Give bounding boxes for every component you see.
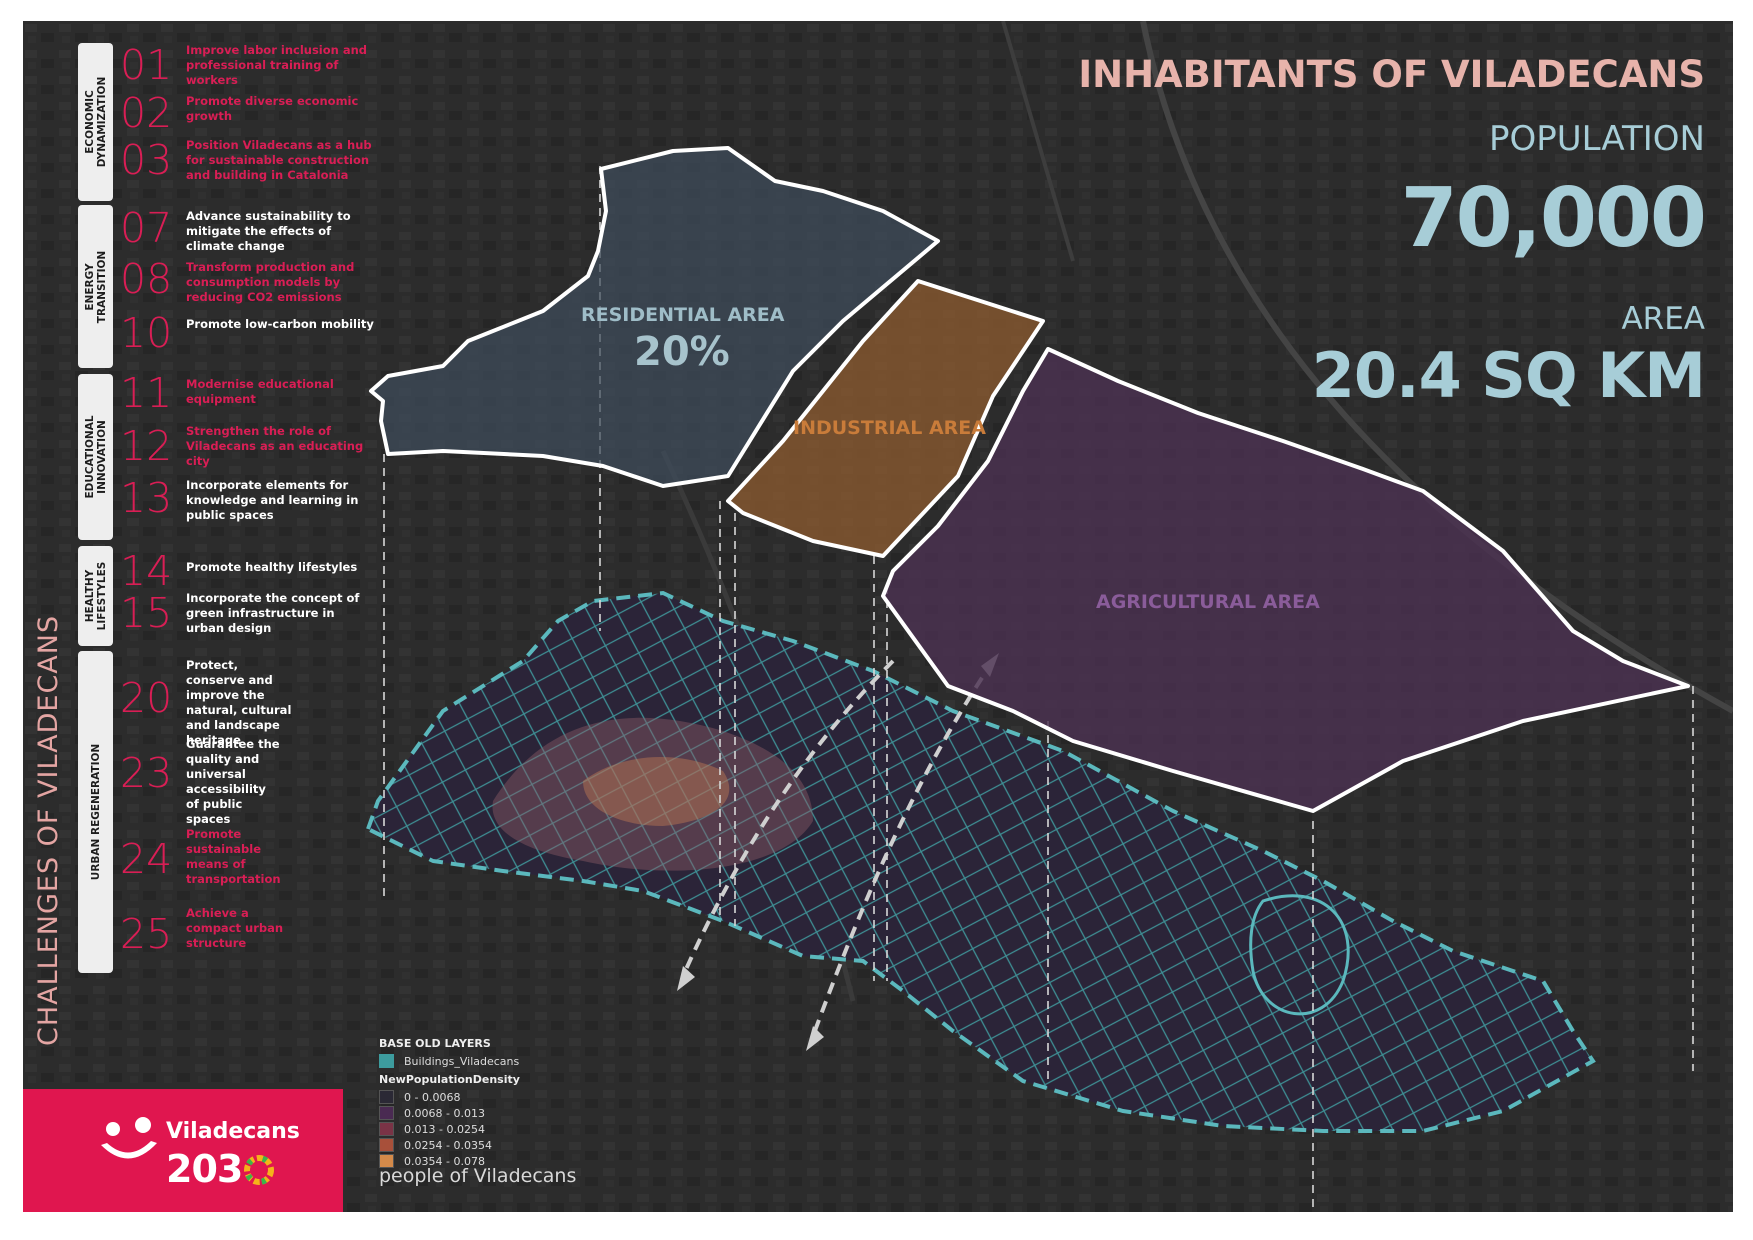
category-label: EDUCATIONAL	[83, 415, 96, 499]
category-urban-regeneration: URBAN REGENERATION	[78, 651, 113, 973]
legend-label: 0.013 - 0.0254	[404, 1122, 485, 1136]
legend-group-title: NewPopulationDensity	[379, 1073, 520, 1086]
category-label: DYNAMIZATION	[95, 76, 108, 168]
agricultural-area-label: AGRICULTURAL AREA	[1096, 591, 1320, 613]
legend-swatch	[379, 1122, 394, 1136]
legend-label: Buildings_Viladecans	[404, 1054, 520, 1068]
challenge-text: Advance sustainability to mitigate the e…	[186, 209, 351, 253]
legend-label: 0 - 0.0068	[404, 1090, 461, 1104]
population-value: 70,000	[1400, 171, 1707, 266]
challenge-text: Promote sustainable means of transportat…	[186, 827, 281, 886]
challenge-number: 20	[120, 674, 173, 722]
challenge-number: 07	[120, 204, 173, 252]
footer-caption: people of Viladecans	[379, 1165, 577, 1187]
category-label: URBAN REGENERATION	[89, 743, 102, 881]
side-title: CHALLENGES OF VILADECANS	[33, 614, 64, 1046]
map-canvas	[23, 21, 1733, 1212]
arrow-head	[806, 1026, 824, 1051]
base-map-shape	[365, 590, 1596, 1133]
challenge-text: Position Viladecans as a hub for sustain…	[186, 138, 372, 182]
challenge-number: 08	[120, 255, 173, 303]
area-label: AREA	[1621, 301, 1705, 337]
arrow-head	[677, 966, 695, 991]
residential-area-label: RESIDENTIAL AREA	[581, 304, 785, 326]
flow-arrows	[681, 659, 995, 1037]
challenge-text: Protect, conserve and improve the natura…	[186, 658, 292, 747]
map-legend: BASE OLD LAYERS Buildings_Viladecans New…	[379, 1037, 520, 1169]
challenge-number: 14	[120, 547, 173, 595]
category-label: INNOVATION	[95, 420, 108, 494]
industrial-area-label: INDUSTRIAL AREA	[793, 417, 986, 439]
road-line	[1001, 21, 1075, 262]
challenge-text: Incorporate the concept of green infrast…	[186, 591, 360, 635]
challenge-text: Improve labor inclusion and professional…	[186, 43, 368, 87]
challenge-number: 01	[120, 41, 173, 89]
logo-name: Viladecans	[166, 1119, 300, 1144]
legend-label: 0.0354 - 0.078	[404, 1154, 485, 1168]
population-label: POPULATION	[1489, 119, 1705, 159]
road-line	[1140, 21, 1733, 714]
industrial-area-shape	[726, 279, 1045, 558]
legend-entry: 0.013 - 0.0254	[379, 1121, 520, 1137]
challenge-text: Promote diverse economic growth	[186, 94, 359, 123]
viladecans-2030-logo: Viladecans 203	[23, 1089, 343, 1212]
legend-swatch	[379, 1138, 394, 1152]
poster: CHALLENGES OF VILADECANS ECONOMIC DYNAMIZ…	[23, 21, 1733, 1212]
challenge-text: Guarantee the quality and universal acce…	[186, 737, 280, 826]
smile-logo-icon	[101, 1117, 157, 1159]
challenge-text: Promote healthy lifestyles	[186, 560, 358, 574]
page-title: INHABITANTS OF VILADECANS	[1078, 53, 1705, 96]
sdg-wheel-icon	[244, 1155, 275, 1185]
category-label: ENERGY	[83, 262, 96, 311]
category-label: LIFESTYLES	[95, 561, 108, 631]
challenge-number: 13	[120, 474, 173, 522]
legend-entry: 0.0254 - 0.0354	[379, 1137, 520, 1153]
challenge-text: Modernise educational equipment	[186, 377, 334, 406]
challenge-text: Strengthen the role of Viladecans as an …	[186, 424, 364, 468]
challenge-text: Incorporate elements for knowledge and l…	[186, 478, 359, 522]
category-label: ECONOMIC	[83, 90, 96, 154]
residential-area-shape	[369, 146, 940, 488]
challenge-number: 03	[120, 136, 173, 184]
challenge-number: 10	[120, 309, 173, 357]
category-energy-transition: ENERGY TRANSITION	[78, 205, 113, 368]
legend-swatch	[379, 1154, 394, 1168]
challenge-number: 25	[120, 910, 173, 958]
category-healthy-lifestyles: HEALTHY LIFESTYLES	[78, 546, 113, 646]
challenge-text: Transform production and consumption mod…	[186, 260, 355, 304]
challenge-number: 12	[120, 422, 173, 470]
category-educational-innovation: EDUCATIONAL INNOVATION	[78, 374, 113, 540]
legend-entry: 0.0068 - 0.013	[379, 1105, 520, 1121]
logo-year: 203	[166, 1147, 275, 1191]
challenge-text: Achieve a compact urban structure	[186, 906, 284, 950]
legend-entry: Buildings_Viladecans	[379, 1053, 520, 1069]
area-value: 20.4 SQ KM	[1311, 339, 1706, 412]
density-hotspot	[492, 717, 813, 871]
category-label: TRANSITION	[95, 250, 108, 323]
challenge-number: 11	[120, 369, 173, 417]
challenge-number: 15	[120, 589, 173, 637]
challenge-number: 24	[120, 835, 173, 883]
legend-swatch	[379, 1090, 394, 1104]
legend-swatch	[379, 1106, 394, 1120]
legend-swatch	[379, 1054, 394, 1068]
challenge-number: 02	[120, 89, 173, 137]
density-hotspot	[583, 757, 730, 826]
legend-entry: 0 - 0.0068	[379, 1089, 520, 1105]
legend-label: 0.0254 - 0.0354	[404, 1138, 492, 1152]
agricultural-area-shape	[881, 347, 1690, 813]
logo-year-digits: 203	[166, 1147, 243, 1191]
ring-road	[1249, 894, 1350, 1016]
challenge-number: 23	[120, 749, 173, 797]
legend-entry: 0.0354 - 0.078	[379, 1153, 520, 1169]
category-economic-dynamization: ECONOMIC DYNAMIZATION	[78, 43, 113, 201]
legend-label: 0.0068 - 0.013	[404, 1106, 485, 1120]
category-label: HEALTHY	[83, 569, 96, 623]
legend-group-title: BASE OLD LAYERS	[379, 1037, 491, 1050]
challenge-text: Promote low-carbon mobility	[186, 317, 374, 331]
residential-area-percent: 20%	[634, 329, 730, 375]
